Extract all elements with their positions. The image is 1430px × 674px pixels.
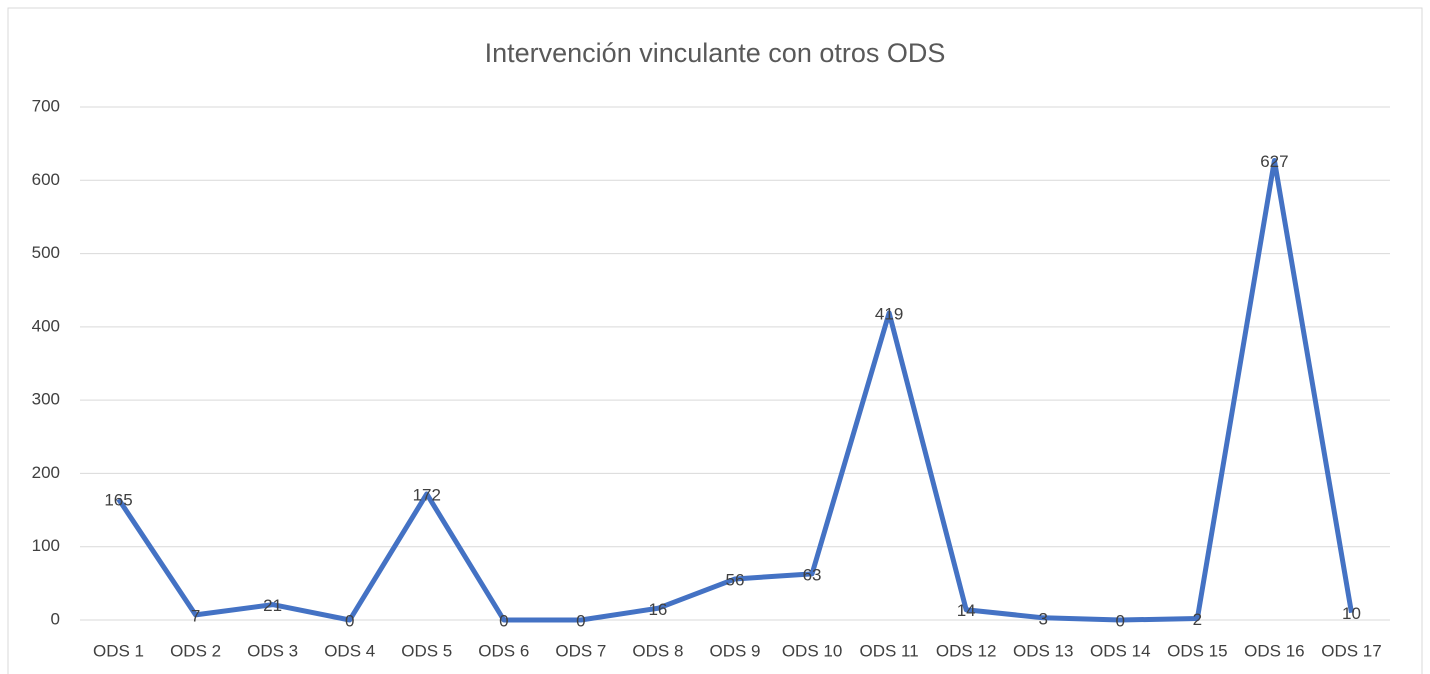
- x-tick-label: ODS 12: [936, 641, 996, 660]
- data-label: 63: [803, 565, 822, 584]
- data-label: 56: [726, 570, 745, 589]
- data-label: 7: [191, 606, 200, 625]
- data-label: 10: [1342, 604, 1361, 623]
- data-line: [116, 157, 1354, 623]
- x-tick-label: ODS 15: [1167, 641, 1227, 660]
- data-label: 172: [413, 485, 441, 504]
- x-tick-label: ODS 16: [1244, 641, 1304, 660]
- data-label: 0: [345, 611, 354, 630]
- data-label: 21: [263, 596, 282, 615]
- data-label: 0: [1116, 611, 1125, 630]
- data-label: 2: [1193, 610, 1202, 629]
- data-label: 165: [104, 491, 132, 510]
- x-tick-label: ODS 17: [1321, 641, 1381, 660]
- x-tick-label: ODS 1: [93, 641, 144, 660]
- x-tick-label: ODS 11: [860, 641, 919, 660]
- x-tick-label: ODS 8: [632, 641, 683, 660]
- x-tick-label: ODS 5: [401, 641, 452, 660]
- y-tick-label: 400: [32, 316, 60, 335]
- x-tick-label: ODS 7: [555, 641, 606, 660]
- y-tick-label: 700: [32, 96, 60, 115]
- y-tick-label: 300: [32, 390, 60, 409]
- x-tick-label: ODS 2: [170, 641, 221, 660]
- y-tick-label: 500: [32, 243, 60, 262]
- x-tick-label: ODS 9: [709, 641, 760, 660]
- y-tick-label: 200: [32, 463, 60, 482]
- data-label: 14: [957, 601, 976, 620]
- x-tick-label: ODS 4: [324, 641, 375, 660]
- data-label: 16: [648, 600, 667, 619]
- x-tick-label: ODS 13: [1013, 641, 1073, 660]
- data-label: 3: [1039, 609, 1048, 628]
- x-tick-label: ODS 3: [247, 641, 298, 660]
- x-tick-label: ODS 14: [1090, 641, 1150, 660]
- chart-title: Intervención vinculante con otros ODS: [485, 38, 946, 68]
- data-label: 419: [875, 304, 903, 323]
- x-tick-label: ODS 6: [478, 641, 529, 660]
- y-tick-label: 600: [32, 170, 60, 189]
- y-tick-label: 0: [51, 609, 60, 628]
- data-label: 627: [1260, 152, 1288, 171]
- y-tick-label: 100: [32, 536, 60, 555]
- data-label: 0: [576, 611, 585, 630]
- data-label: 0: [499, 611, 508, 630]
- x-tick-label: ODS 10: [782, 641, 842, 660]
- chart-border: [7, 7, 1423, 674]
